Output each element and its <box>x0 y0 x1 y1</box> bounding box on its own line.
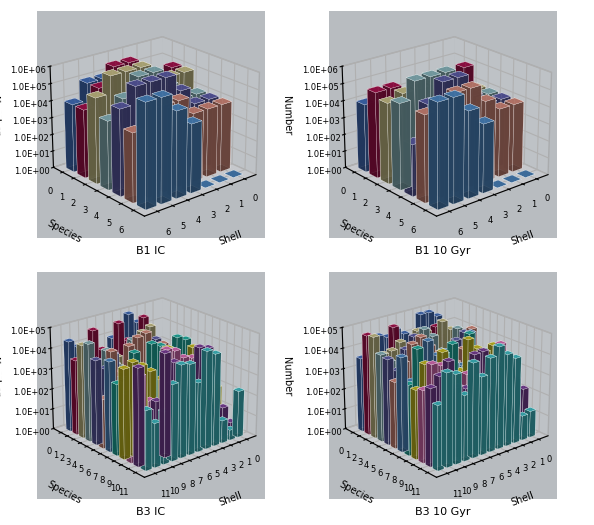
Y-axis label: Species: Species <box>45 479 83 506</box>
X-axis label: Shell: Shell <box>217 229 244 247</box>
Title: B3 10 Gyr: B3 10 Gyr <box>415 508 471 518</box>
Title: B1 10 Gyr: B1 10 Gyr <box>415 246 471 256</box>
Y-axis label: Species: Species <box>337 218 375 245</box>
X-axis label: Shell: Shell <box>217 490 244 508</box>
Title: B1 IC: B1 IC <box>137 246 166 256</box>
Y-axis label: Species: Species <box>45 218 83 245</box>
Y-axis label: Species: Species <box>337 479 375 506</box>
X-axis label: Shell: Shell <box>510 490 536 508</box>
X-axis label: Shell: Shell <box>510 229 536 247</box>
Title: B3 IC: B3 IC <box>137 508 166 518</box>
